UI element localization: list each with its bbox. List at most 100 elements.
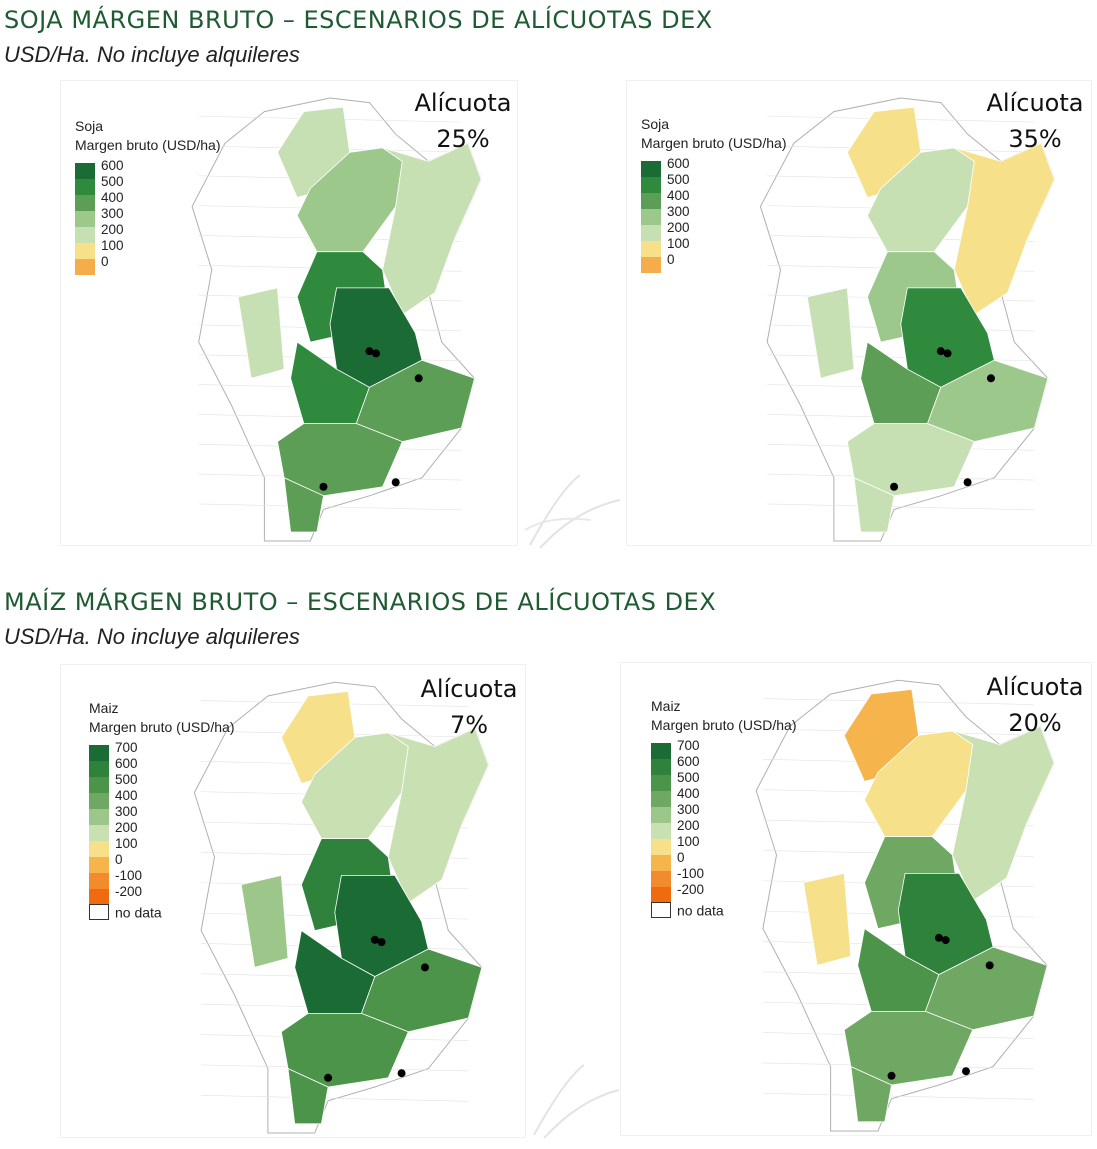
legend-label: 600 bbox=[667, 156, 690, 171]
maiz-map-panel-7: Maiz Margen bruto (USD/ha) 700 600 500 4… bbox=[60, 664, 526, 1138]
legend-labels: 600 500 400 300 200 100 0 bbox=[667, 156, 690, 268]
scenario-label: Alícuota bbox=[414, 89, 512, 117]
legend-swatch bbox=[641, 161, 661, 177]
city-dot bbox=[377, 938, 386, 947]
legend-label: -200 bbox=[677, 882, 705, 897]
soja-legend-35: Soja Margen bruto (USD/ha) 600 500 400 3… bbox=[641, 115, 787, 273]
region-west bbox=[803, 872, 852, 966]
legend-label: 700 bbox=[677, 738, 700, 753]
legend-label: 100 bbox=[667, 236, 690, 251]
soja-section-subtitle: USD/Ha. No incluye alquileres bbox=[4, 42, 300, 67]
legend-swatch bbox=[89, 857, 109, 873]
region-far-south bbox=[850, 1065, 892, 1123]
scenario-label: Alícuota bbox=[986, 673, 1084, 701]
city-dot bbox=[985, 961, 994, 970]
nodata-label: no data bbox=[115, 904, 162, 921]
scenario-label: Alícuota bbox=[986, 89, 1084, 117]
department-border bbox=[762, 1092, 1034, 1100]
legend-swatch bbox=[651, 791, 671, 807]
legend-swatch bbox=[89, 761, 109, 777]
legend-swatches bbox=[75, 163, 95, 275]
legend-swatch bbox=[75, 227, 95, 243]
legend-label: 0 bbox=[115, 852, 123, 867]
city-dot bbox=[961, 1067, 970, 1076]
department-border bbox=[201, 1094, 469, 1102]
soja-map-35 bbox=[759, 97, 1055, 542]
legend-nodata: no data bbox=[651, 901, 724, 919]
legend-label: 600 bbox=[677, 754, 700, 769]
legend-swatch bbox=[75, 259, 95, 275]
legend-unit: Margen bruto (USD/ha) bbox=[651, 717, 797, 733]
legend-label: 400 bbox=[101, 190, 124, 205]
scenario-rate: 20% bbox=[1008, 709, 1062, 737]
legend-swatches bbox=[89, 745, 109, 905]
legend-swatch bbox=[641, 209, 661, 225]
legend-swatch bbox=[89, 825, 109, 841]
scenario-rate: 25% bbox=[436, 125, 490, 153]
legend-label: 700 bbox=[115, 740, 138, 755]
legend-swatches bbox=[641, 161, 661, 273]
legend-crop-name: Maiz bbox=[651, 698, 681, 714]
scenario-rate: 7% bbox=[449, 711, 489, 739]
maiz-map-panel-20: Maiz Margen bruto (USD/ha) 700 600 500 4… bbox=[620, 662, 1092, 1136]
department-border bbox=[198, 503, 462, 511]
city-dot bbox=[941, 936, 950, 945]
legend-label: 300 bbox=[115, 804, 138, 819]
legend-label: 500 bbox=[115, 772, 138, 787]
legend-label: 400 bbox=[115, 788, 138, 803]
legend-label: 200 bbox=[101, 222, 124, 237]
soja-section-title: SOJA MÁRGEN BRUTO – ESCENARIOS DE ALÍCUO… bbox=[4, 6, 713, 34]
legend-swatch bbox=[641, 193, 661, 209]
legend-label: 200 bbox=[115, 820, 138, 835]
region-far-south bbox=[853, 477, 895, 533]
soja-legend-25: Soja Margen bruto (USD/ha) 600 500 400 3… bbox=[75, 117, 221, 275]
legend-unit: Margen bruto (USD/ha) bbox=[89, 719, 235, 735]
region-west bbox=[806, 287, 855, 379]
legend-label: 100 bbox=[677, 834, 700, 849]
region-buenos-aires-south bbox=[280, 1013, 409, 1088]
legend-swatch bbox=[651, 887, 671, 903]
maiz-map-7 bbox=[193, 681, 489, 1134]
maiz-legend-20: Maiz Margen bruto (USD/ha) 700 600 500 4… bbox=[651, 697, 797, 919]
legend-label: 400 bbox=[677, 786, 700, 801]
watermark-leaf-icon bbox=[524, 474, 621, 549]
region-west bbox=[237, 287, 285, 379]
legend-swatch bbox=[75, 211, 95, 227]
legend-label: 100 bbox=[115, 836, 138, 851]
region-far-south bbox=[283, 477, 324, 533]
nodata-label: no data bbox=[677, 902, 724, 919]
legend-label: 0 bbox=[667, 252, 675, 267]
region-ne bbox=[951, 725, 1055, 902]
maiz-section-subtitle: USD/Ha. No incluye alquileres bbox=[4, 624, 300, 649]
legend-swatch bbox=[651, 839, 671, 855]
scenario-rate: 35% bbox=[1008, 125, 1062, 153]
region-buenos-aires-south bbox=[843, 1011, 974, 1086]
region-west bbox=[240, 874, 289, 968]
legend-swatch bbox=[89, 873, 109, 889]
legend-swatch bbox=[651, 775, 671, 791]
nodata-swatch bbox=[89, 904, 109, 921]
city-dot bbox=[890, 482, 899, 491]
city-dot bbox=[887, 1071, 896, 1080]
legend-swatch bbox=[75, 195, 95, 211]
legend-unit: Margen bruto (USD/ha) bbox=[75, 137, 221, 153]
legend-unit: Margen bruto (USD/ha) bbox=[641, 135, 787, 151]
maiz-section: MAÍZ MÁRGEN BRUTO – ESCENARIOS DE ALÍCUO… bbox=[0, 580, 1097, 1149]
legend-swatch bbox=[89, 809, 109, 825]
maiz-scenario-20: Alícuota 20% bbox=[965, 669, 1097, 741]
maiz-scenario-7: Alícuota 7% bbox=[399, 671, 539, 743]
legend-label: 200 bbox=[677, 818, 700, 833]
legend-swatch bbox=[89, 777, 109, 793]
legend-nodata: no data bbox=[89, 903, 162, 921]
department-border bbox=[767, 503, 1035, 511]
legend-swatch bbox=[75, 163, 95, 179]
legend-label: 600 bbox=[101, 158, 124, 173]
legend-swatch bbox=[75, 243, 95, 259]
city-dot bbox=[963, 478, 972, 487]
legend-swatch bbox=[89, 889, 109, 905]
legend-crop-name: Soja bbox=[641, 116, 670, 132]
legend-labels: 600 500 400 300 200 100 0 bbox=[101, 158, 124, 270]
region-ne bbox=[387, 727, 489, 904]
legend-label: 500 bbox=[101, 174, 124, 189]
watermark-leaf-icon bbox=[533, 1064, 620, 1139]
